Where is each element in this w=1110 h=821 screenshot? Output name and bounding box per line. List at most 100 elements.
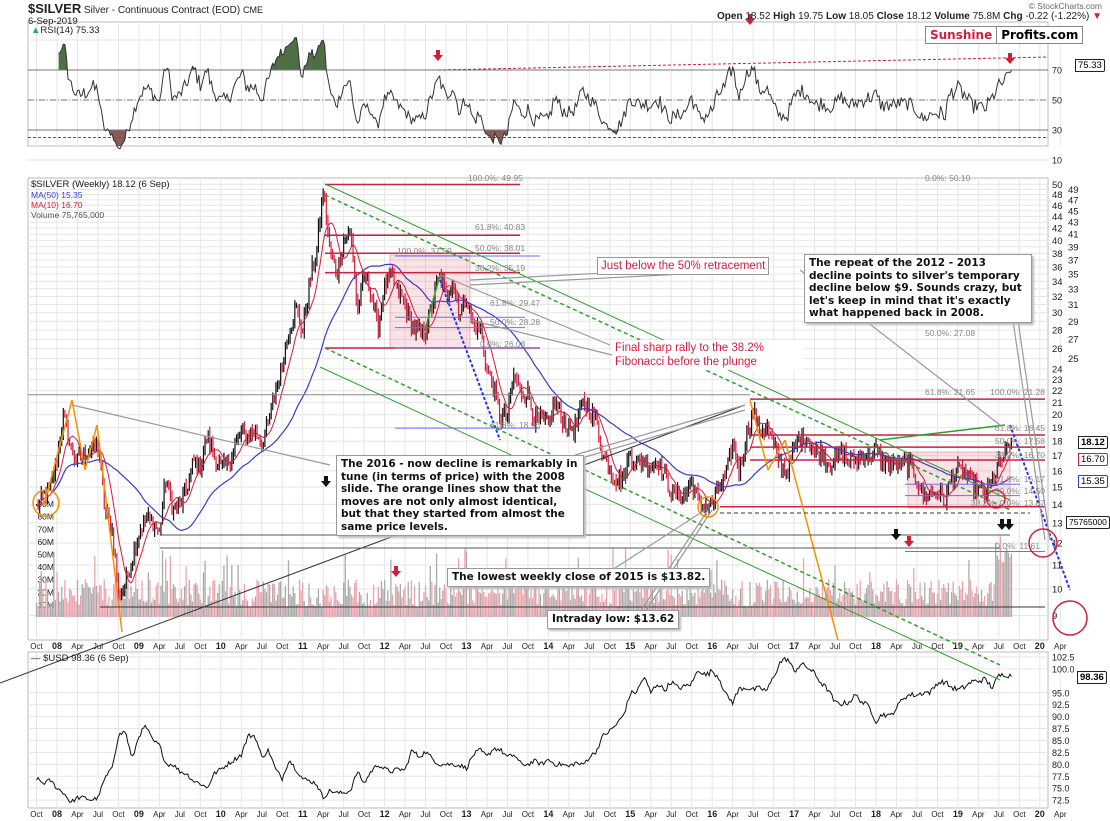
annotation-final-rally: Final sharp rally to the 38.2% Fibonacci… — [612, 340, 803, 370]
x-tick-label: Oct — [440, 642, 453, 651]
x-tick-label: 10 — [216, 641, 226, 651]
x-tick-label: Oct — [685, 810, 698, 819]
legend-main: $SILVER (Weekly) 18.12 (6 Sep) — [31, 179, 170, 190]
x-tick-label: Oct — [767, 810, 780, 819]
fib-label: 0.0%: 50.10 — [925, 173, 971, 183]
x-tick-label: 12 — [380, 641, 390, 651]
x-tick-label: Oct — [849, 642, 862, 651]
usd-tick-label: 102.5 — [1052, 653, 1075, 663]
usd-legend: — $USD 98.36 (6 Sep) — [31, 653, 129, 664]
x-tick-label: Apr — [481, 810, 494, 819]
price-tick-label: 33 — [1068, 284, 1079, 295]
callout-pointer-line — [574, 404, 746, 456]
x-tick-label: Apr — [808, 642, 821, 651]
red-down-arrow-icon — [391, 566, 401, 577]
x-tick-label: Jul — [584, 810, 594, 819]
open-value: 18.52 — [745, 11, 771, 22]
x-tick-label: 16 — [707, 809, 717, 819]
x-tick-label: Oct — [522, 642, 535, 651]
x-tick-label: Jul — [502, 642, 512, 651]
black-down-arrow-icon — [997, 519, 1007, 530]
rsi-tick-label: 50 — [1052, 96, 1062, 106]
x-tick-label: 16 — [707, 641, 717, 651]
close-label: Close — [876, 11, 904, 22]
rally-line-green — [879, 424, 1006, 441]
symbol: $SILVER — [28, 1, 82, 16]
fib-label: 50.0%: 27.08 — [925, 328, 975, 338]
rsi-legend: ▲RSI(14) 75.33 — [31, 26, 100, 36]
volume-tag: 75765000 — [1066, 516, 1110, 529]
orange-pattern-line — [84, 424, 98, 471]
price-tick-label: 22 — [1052, 386, 1063, 397]
orange-pattern-line — [767, 439, 786, 471]
x-tick-label: Oct — [931, 642, 944, 651]
rsi-trend-line — [437, 56, 1049, 71]
price-tick-label: 21 — [1052, 398, 1063, 409]
x-tick-label: Oct — [522, 810, 535, 819]
channel-line-green-dotted — [324, 347, 1001, 666]
price-tick-label: 37 — [1068, 256, 1079, 267]
price-tick-label: 24 — [1052, 364, 1063, 375]
fib-label: 61.8%: 18.96 — [490, 420, 540, 430]
x-tick-label: 20 — [1035, 641, 1045, 651]
price-tick-label: 29 — [1068, 317, 1079, 328]
x-tick-label: Apr — [153, 642, 166, 651]
x-tick-label: 14 — [543, 809, 553, 819]
x-tick-label: Apr — [972, 810, 985, 819]
legend-volume: Volume 75,765,000 — [31, 210, 105, 220]
x-tick-label: Apr — [563, 810, 576, 819]
ma50-line — [51, 263, 1012, 532]
x-tick-label: 09 — [134, 809, 144, 819]
price-tick-label: 46 — [1052, 201, 1063, 212]
highlight-circle — [1052, 600, 1088, 636]
x-tick-label: 17 — [789, 641, 799, 651]
price-tick-label: 25 — [1068, 354, 1079, 365]
x-tick-label: Oct — [849, 810, 862, 819]
x-tick-label: Jul — [748, 642, 758, 651]
x-tick-label: Jul — [502, 810, 512, 819]
x-tick-label: 13 — [461, 641, 471, 651]
x-tick-label: Oct — [604, 810, 617, 819]
x-tick-label: Jul — [994, 810, 1004, 819]
volume-tick-label: 30M — [37, 575, 54, 585]
legend-ma50: MA(50) 15.35 — [31, 190, 83, 200]
fib-label: 61.8%: 15.17 — [995, 474, 1045, 484]
usd-tick-label: 95.0 — [1052, 688, 1070, 698]
description: Silver - Continuous Contract (EOD) — [84, 5, 241, 16]
usd-tick-label: 72.5 — [1052, 796, 1070, 806]
long-trend-line — [0, 404, 746, 684]
fib-label: 50.0%: 28.28 — [490, 317, 540, 327]
callout-pointer-line — [71, 404, 331, 466]
fib-label: 100.0%: 37.59 — [397, 246, 452, 256]
volume-label: Volume — [934, 11, 970, 22]
callout-pointer-line — [644, 509, 713, 613]
fib-label: 38.2%: 16.70 — [995, 450, 1045, 460]
ma10-line — [36, 222, 1012, 584]
callout-pointer-line — [639, 509, 709, 613]
red-down-arrow-icon — [745, 14, 755, 25]
price-tick-label: 47 — [1068, 195, 1079, 206]
price-tick-label: 10 — [1052, 585, 1063, 596]
price-tick-label: 17 — [1052, 451, 1063, 462]
x-tick-label: Oct — [112, 642, 125, 651]
rsi-icon: ▲ — [31, 25, 41, 36]
ma10-tag: 16.70 — [1078, 453, 1108, 466]
price-tick-label: 30 — [1052, 308, 1063, 319]
high-label: High — [773, 11, 796, 22]
x-tick-label: Jul — [830, 810, 840, 819]
x-tick-label: 19 — [953, 641, 963, 651]
orange-pattern-line — [71, 399, 86, 471]
usd-value-tag: 98.36 — [1077, 671, 1107, 684]
copyright: © StockCharts.com — [1028, 1, 1102, 11]
high-value: 19.75 — [798, 11, 824, 22]
x-tick-label: Oct — [604, 642, 617, 651]
x-tick-label: 11 — [298, 809, 308, 819]
x-tick-label: Oct — [1013, 810, 1026, 819]
price-tick-label: 43 — [1068, 218, 1079, 229]
x-tick-label: 18 — [871, 641, 881, 651]
volume-tick-label: 90M — [37, 499, 54, 509]
fib-label: 61.8%: 18.45 — [995, 423, 1045, 433]
usd-legend-text: $USD 98.36 (6 Sep) — [43, 653, 129, 664]
price-tick-label: 9 — [1052, 611, 1057, 622]
price-tick-label: 23 — [1052, 375, 1063, 386]
